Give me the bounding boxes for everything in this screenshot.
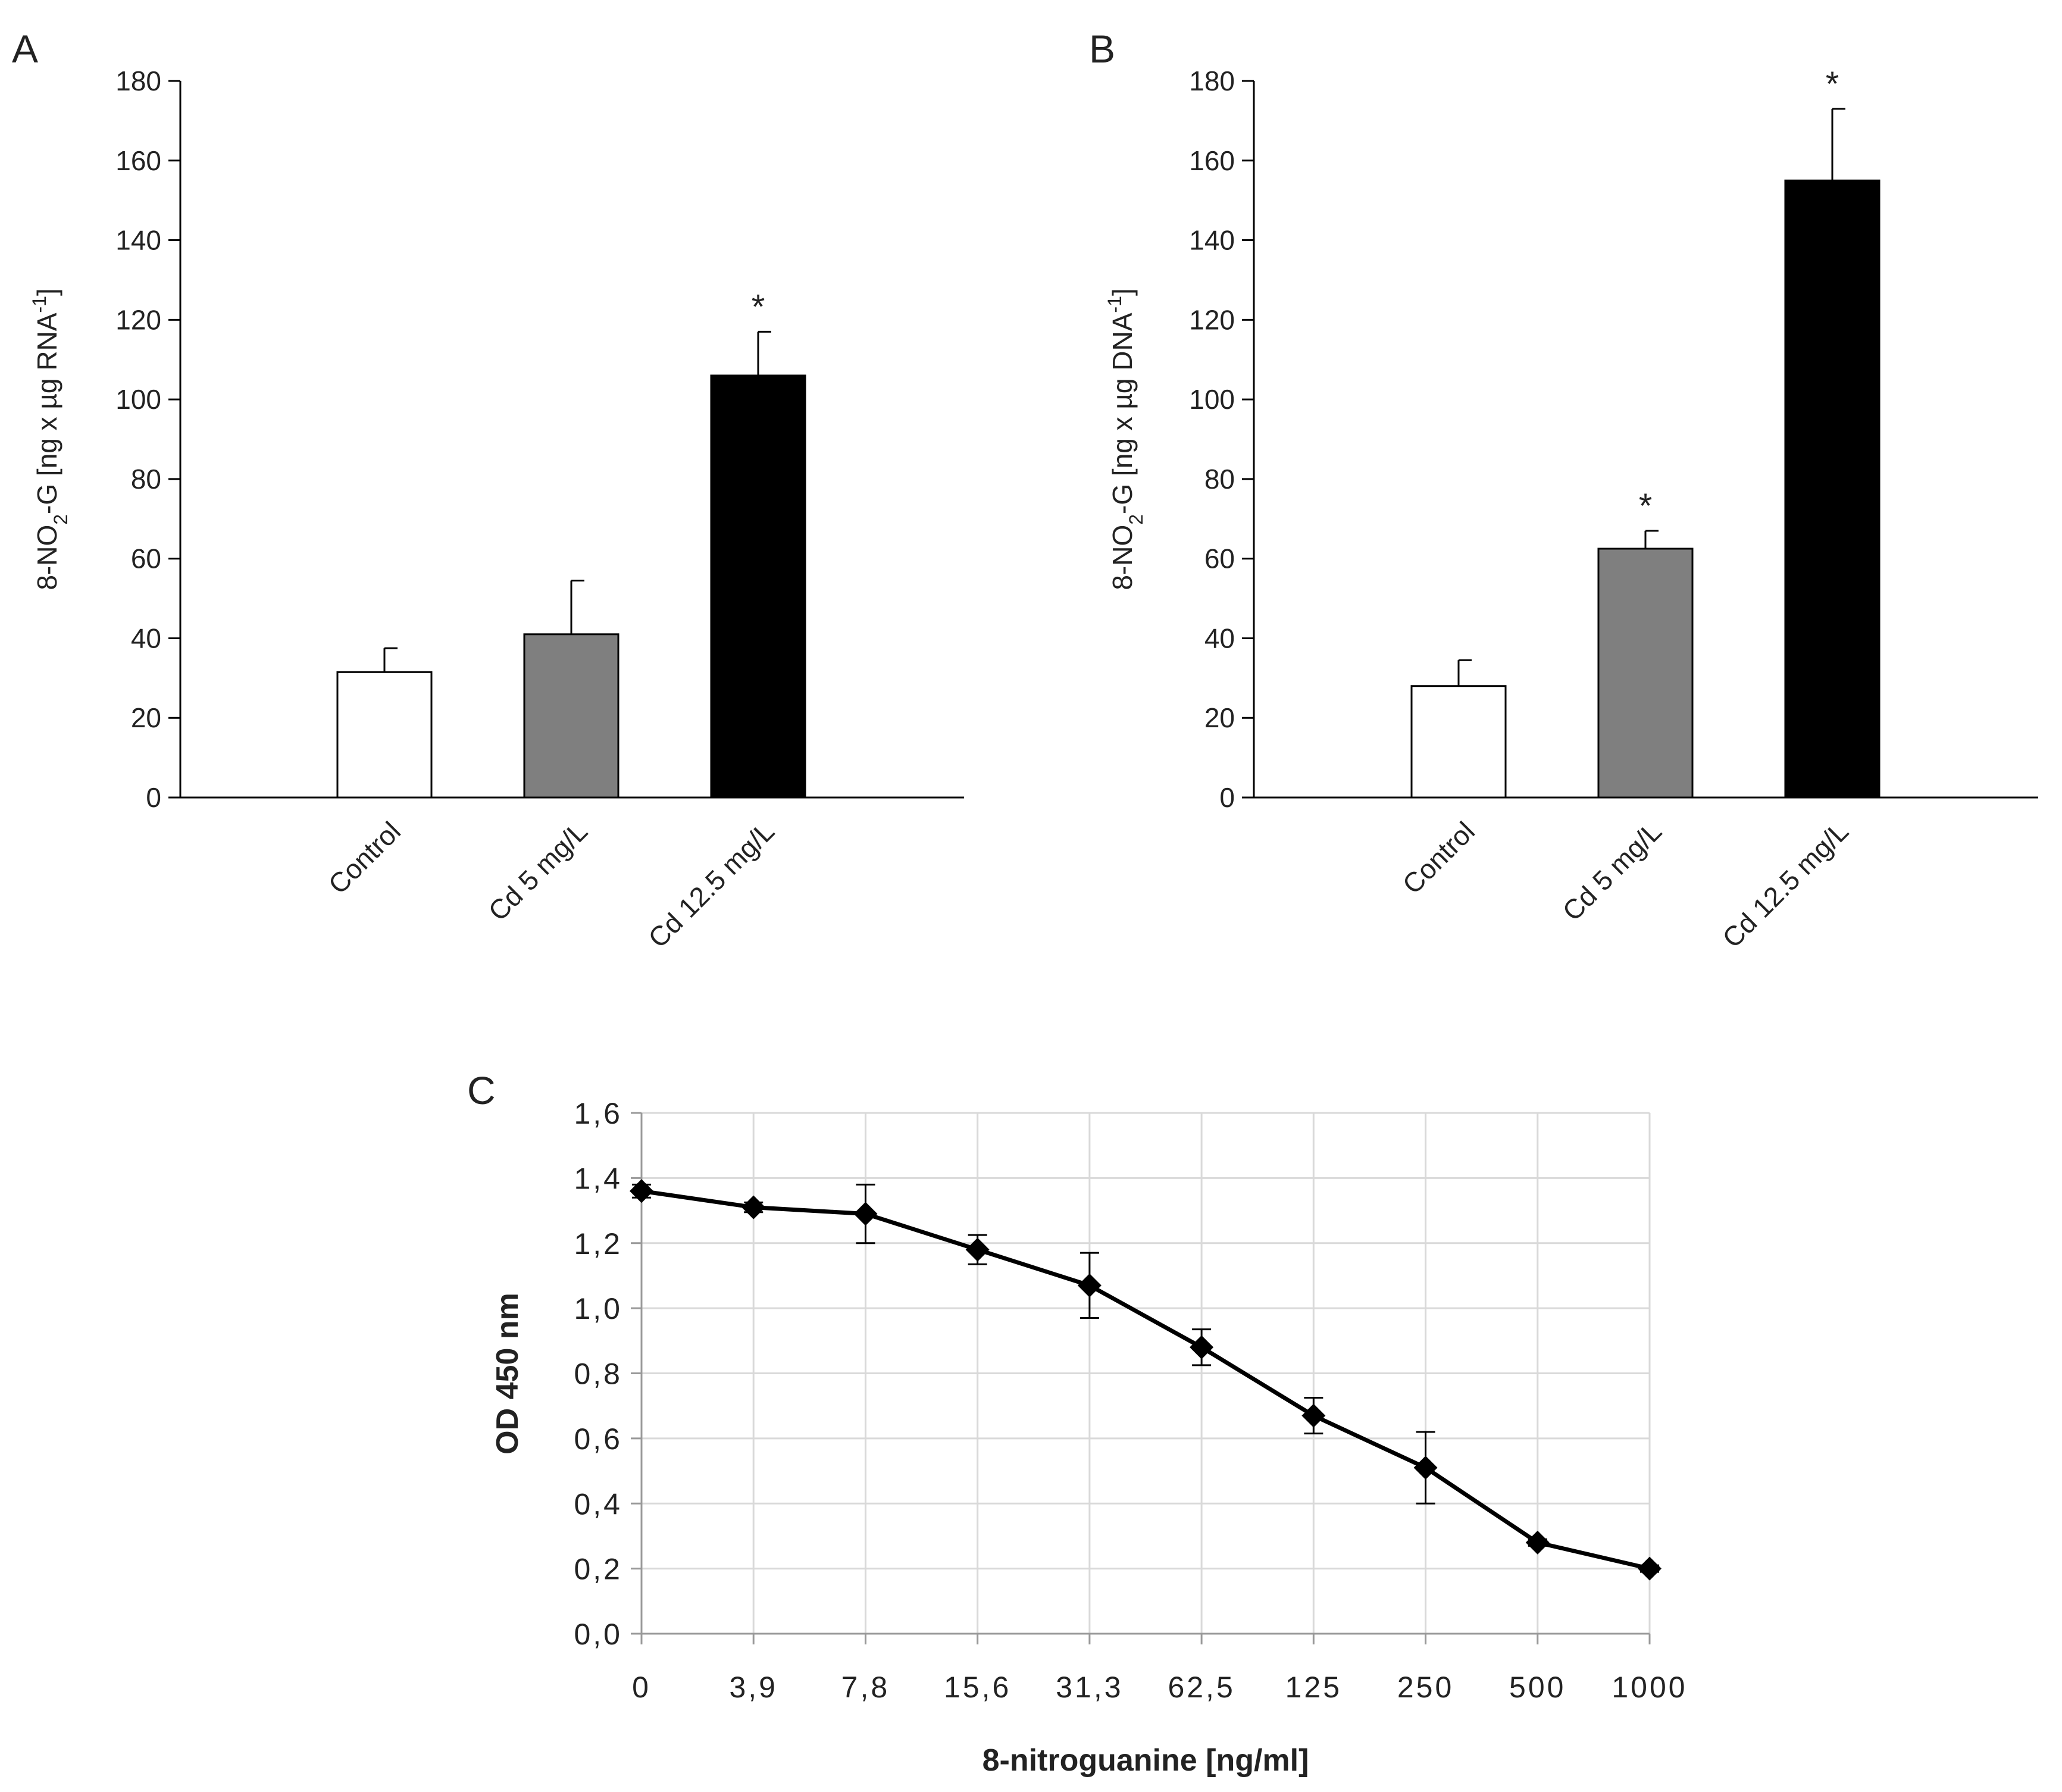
bar — [710, 374, 806, 799]
panel-a-bars: * — [336, 287, 806, 799]
panel-b-ylabel-prefix: 8-NO — [1107, 525, 1138, 590]
data-point-marker — [630, 1179, 653, 1203]
panel-c-x-axis-title: 8-nitroguanine [ng/ml] — [982, 1743, 1309, 1778]
bar — [1410, 685, 1507, 799]
panel-c-x-ticks: 0 3,9 7,8 15,6 31,3 62,5 125 250 500 1000 — [632, 1634, 1687, 1704]
panel-b-ylabel-subscript: 2 — [1125, 514, 1147, 525]
panel-c-y-axis-title: OD 450 nm — [490, 1293, 525, 1455]
panel-a-letter: A — [12, 27, 38, 71]
panel-c: C 0,0 0,2 0,4 0,6 0,8 1,0 1,2 1,4 1,6 0 3,9 7,8 15,… — [467, 1068, 1687, 1778]
panel-b-ylabel-superscript: -1 — [1104, 296, 1125, 312]
bar — [523, 633, 619, 799]
y-tick-label: 0,0 — [574, 1618, 622, 1651]
y-tick-label: 180 — [115, 65, 161, 96]
x-tick-label: 31,3 — [1056, 1671, 1123, 1704]
y-tick-label: 100 — [115, 384, 161, 415]
panel-a-y-ticks: 0 20 40 60 80 100 120 140 160 180 — [115, 65, 180, 813]
bar — [336, 671, 433, 799]
data-point-marker — [1525, 1530, 1550, 1555]
panel-b-y-axis-title: 8-NO2-G [ng x µg DNA-1] — [1104, 288, 1147, 590]
y-tick-label: 100 — [1189, 384, 1235, 415]
data-point-marker — [741, 1195, 766, 1219]
panel-a-ylabel-superscript: -1 — [29, 296, 50, 312]
y-tick-label: 180 — [1189, 65, 1235, 96]
panel-b-ylabel-middle: -G [ng x µg DNA — [1107, 312, 1138, 514]
y-tick-label: 0 — [146, 782, 161, 813]
x-tick-label: 125 — [1285, 1671, 1342, 1704]
y-tick-label: 20 — [1204, 702, 1235, 733]
data-point-marker — [965, 1237, 990, 1262]
panel-c-series — [630, 1179, 1662, 1581]
y-tick-label: 20 — [131, 702, 161, 733]
y-tick-label: 0,2 — [574, 1553, 622, 1586]
y-tick-label: 0,4 — [574, 1487, 622, 1521]
data-point-marker — [1301, 1403, 1326, 1428]
y-tick-label: 160 — [1189, 145, 1235, 176]
y-tick-label: 40 — [1204, 623, 1235, 653]
x-tick-label: 7,8 — [841, 1671, 890, 1704]
y-tick-label: 1,4 — [574, 1162, 622, 1195]
panel-a-ylabel-suffix: ] — [32, 288, 62, 296]
x-tick-label: 1000 — [1612, 1671, 1687, 1704]
y-tick-label: 0,6 — [574, 1422, 622, 1456]
bar — [1597, 548, 1694, 799]
y-tick-label: 0 — [1219, 782, 1235, 813]
data-point-marker — [1077, 1273, 1102, 1297]
panel-a-ylabel-middle: -G [ng x µg RNA — [32, 312, 62, 514]
panel-a-y-axis-title: 8-NO2-G [ng x µg RNA-1] — [29, 288, 71, 590]
panel-a-ylabel-prefix: 8-NO — [32, 525, 62, 590]
data-point-marker — [853, 1202, 878, 1226]
y-tick-label: 40 — [131, 623, 161, 653]
series-line — [641, 1189, 1650, 1571]
x-tick-label: 500 — [1509, 1671, 1566, 1704]
y-tick-label: 140 — [1189, 225, 1235, 256]
y-tick-label: 0,8 — [574, 1358, 622, 1391]
x-tick-label: 250 — [1397, 1671, 1454, 1704]
panel-b-letter: B — [1089, 27, 1115, 71]
panel-b-y-ticks: 0 20 40 60 80 100 120 140 160 180 — [1189, 65, 1254, 813]
panel-b-ylabel-suffix: ] — [1107, 288, 1138, 296]
y-tick-label: 1,0 — [574, 1292, 622, 1325]
data-point-marker — [1413, 1456, 1438, 1480]
y-tick-label: 120 — [1189, 304, 1235, 335]
panel-a-ylabel-subscript: 2 — [50, 514, 71, 525]
y-tick-label: 120 — [115, 304, 161, 335]
panel-c-letter: C — [467, 1068, 496, 1112]
y-tick-label: 1,2 — [574, 1227, 622, 1261]
data-point-marker — [1638, 1556, 1662, 1581]
bar — [1784, 179, 1880, 799]
significance-marker: * — [1826, 65, 1839, 104]
y-tick-label: 80 — [1204, 464, 1235, 495]
x-tick-label: 3,9 — [729, 1671, 778, 1704]
significance-marker: * — [1639, 487, 1653, 526]
y-tick-label: 140 — [115, 225, 161, 256]
y-tick-label: 60 — [1204, 543, 1235, 574]
significance-marker: * — [752, 287, 765, 326]
panel-b-bars: ** — [1410, 65, 1880, 799]
panel-c-y-ticks: 0,0 0,2 0,4 0,6 0,8 1,0 1,2 1,4 1,6 — [574, 1097, 642, 1651]
y-tick-label: 1,6 — [574, 1097, 622, 1130]
y-tick-label: 160 — [115, 145, 161, 176]
x-tick-label: 0 — [632, 1671, 651, 1704]
x-tick-label: 15,6 — [944, 1671, 1011, 1704]
x-tick-label: 62,5 — [1168, 1671, 1235, 1704]
y-tick-label: 80 — [131, 464, 161, 495]
data-point-marker — [1190, 1335, 1214, 1359]
y-tick-label: 60 — [131, 543, 161, 574]
